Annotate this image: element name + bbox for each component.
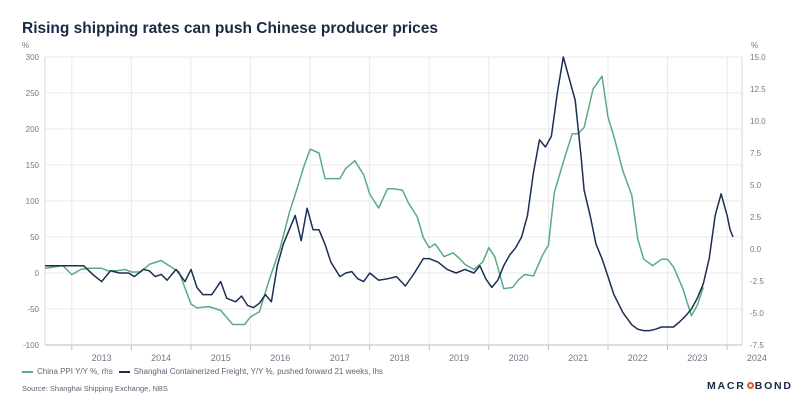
- right-tick-label: -7.5: [750, 341, 764, 350]
- left-tick-label: -50: [27, 305, 39, 314]
- x-tick-label: 2022: [628, 353, 648, 363]
- source-note: Source: Shanghai Shipping Exchange, NBS: [22, 384, 168, 393]
- legend-label-freight: Shanghai Containerized Freight, Y/Y %, p…: [133, 367, 383, 376]
- right-tick-label: 15.0: [750, 53, 766, 62]
- x-tick-label: 2017: [330, 353, 350, 363]
- x-tick-label: 2018: [389, 353, 409, 363]
- logo-text-start: MACR: [707, 380, 746, 392]
- legend: China PPI Y/Y %, rhs Shanghai Containeri…: [22, 367, 389, 376]
- x-tick-label: 2013: [92, 353, 112, 363]
- right-tick-label: 2.5: [750, 213, 762, 222]
- right-tick-label: -2.5: [750, 277, 764, 286]
- series-line-freight: [45, 56, 734, 332]
- x-tick-label: 2023: [687, 353, 707, 363]
- logo-o-mark: [746, 382, 754, 389]
- left-tick-label: 300: [26, 53, 40, 62]
- legend-entry-ppi: China PPI Y/Y %, rhs: [22, 367, 113, 376]
- series-line-ppi: [44, 75, 705, 326]
- chart-title: Rising shipping rates can push Chinese p…: [22, 20, 439, 37]
- right-tick-label: 7.5: [750, 149, 762, 158]
- legend-swatch-ppi: [22, 370, 33, 373]
- left-tick-label: 200: [26, 125, 40, 134]
- x-tick-label: 2020: [509, 353, 529, 363]
- legend-label-ppi: China PPI Y/Y %, rhs: [37, 367, 113, 376]
- x-tick-label: 2014: [151, 353, 171, 363]
- left-tick-label: 0: [35, 269, 40, 278]
- x-tick-label: 2016: [270, 353, 290, 363]
- legend-swatch-freight: [118, 370, 130, 373]
- x-tick-label: 2015: [211, 353, 231, 363]
- legend-entry-freight: Shanghai Containerized Freight, Y/Y %, p…: [118, 367, 383, 376]
- left-tick-label: 100: [26, 197, 40, 206]
- left-tick-label: 250: [26, 89, 40, 98]
- left-axis-unit: %: [22, 41, 30, 50]
- logo-text-end: BOND: [754, 380, 793, 392]
- x-tick-label: 2021: [568, 353, 588, 363]
- left-tick-label: 150: [26, 161, 40, 170]
- right-axis-unit: %: [751, 41, 759, 50]
- right-tick-label: 5.0: [750, 181, 762, 190]
- left-tick-label: 50: [30, 233, 39, 242]
- macrobond-logo: MACR BOND: [707, 380, 793, 392]
- x-tick-label: 2019: [449, 353, 469, 363]
- right-tick-label: -5.0: [750, 309, 764, 318]
- left-tick-label: -100: [23, 341, 40, 350]
- right-tick-label: 10.0: [750, 117, 766, 126]
- right-tick-label: 12.5: [750, 85, 766, 94]
- x-tick-label: 2024: [747, 353, 767, 363]
- right-tick-label: 0.0: [750, 245, 762, 254]
